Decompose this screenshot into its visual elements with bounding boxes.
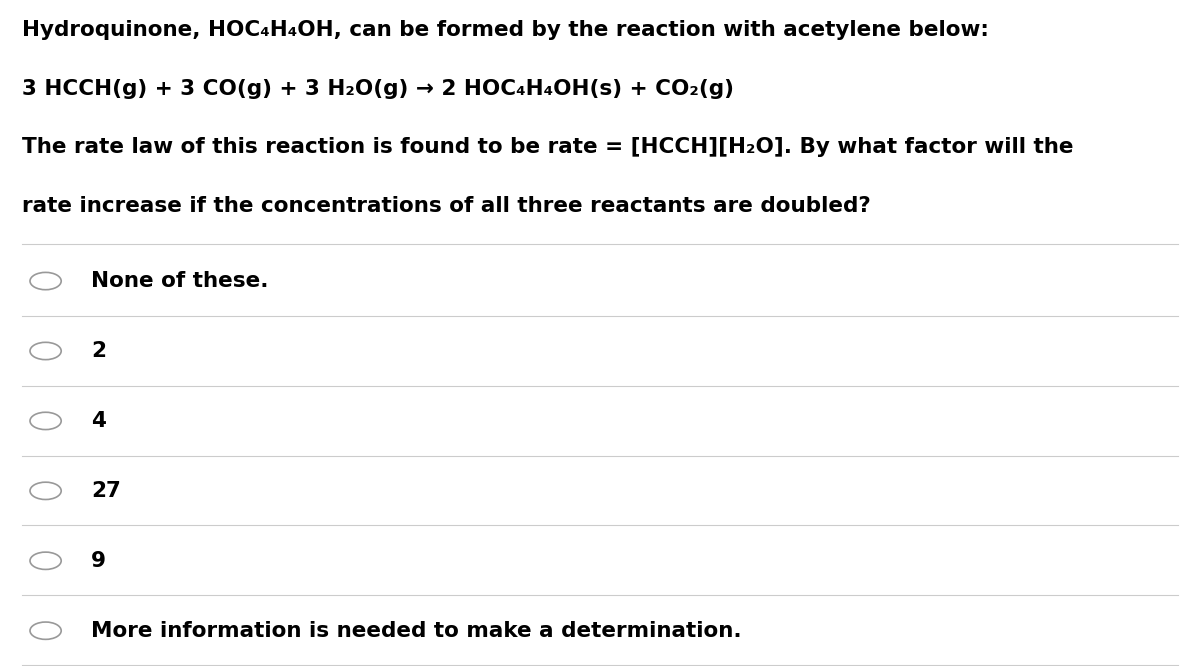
Text: 3 HCCH(g) + 3 CO(g) + 3 H₂O(g) → 2 HOC₄H₄OH(s) + CO₂(g): 3 HCCH(g) + 3 CO(g) + 3 H₂O(g) → 2 HOC₄H…	[22, 79, 733, 99]
Text: rate increase if the concentrations of all three reactants are doubled?: rate increase if the concentrations of a…	[22, 196, 870, 216]
Text: None of these.: None of these.	[91, 271, 269, 291]
Text: 2: 2	[91, 341, 107, 361]
Text: 9: 9	[91, 551, 107, 571]
Text: The rate law of this reaction is found to be rate = [HCCH][H₂O]. By what factor : The rate law of this reaction is found t…	[22, 137, 1073, 157]
Text: 4: 4	[91, 411, 106, 431]
Text: More information is needed to make a determination.: More information is needed to make a det…	[91, 621, 742, 641]
Text: Hydroquinone, HOC₄H₄OH, can be formed by the reaction with acetylene below:: Hydroquinone, HOC₄H₄OH, can be formed by…	[22, 20, 989, 40]
Text: 27: 27	[91, 481, 121, 501]
